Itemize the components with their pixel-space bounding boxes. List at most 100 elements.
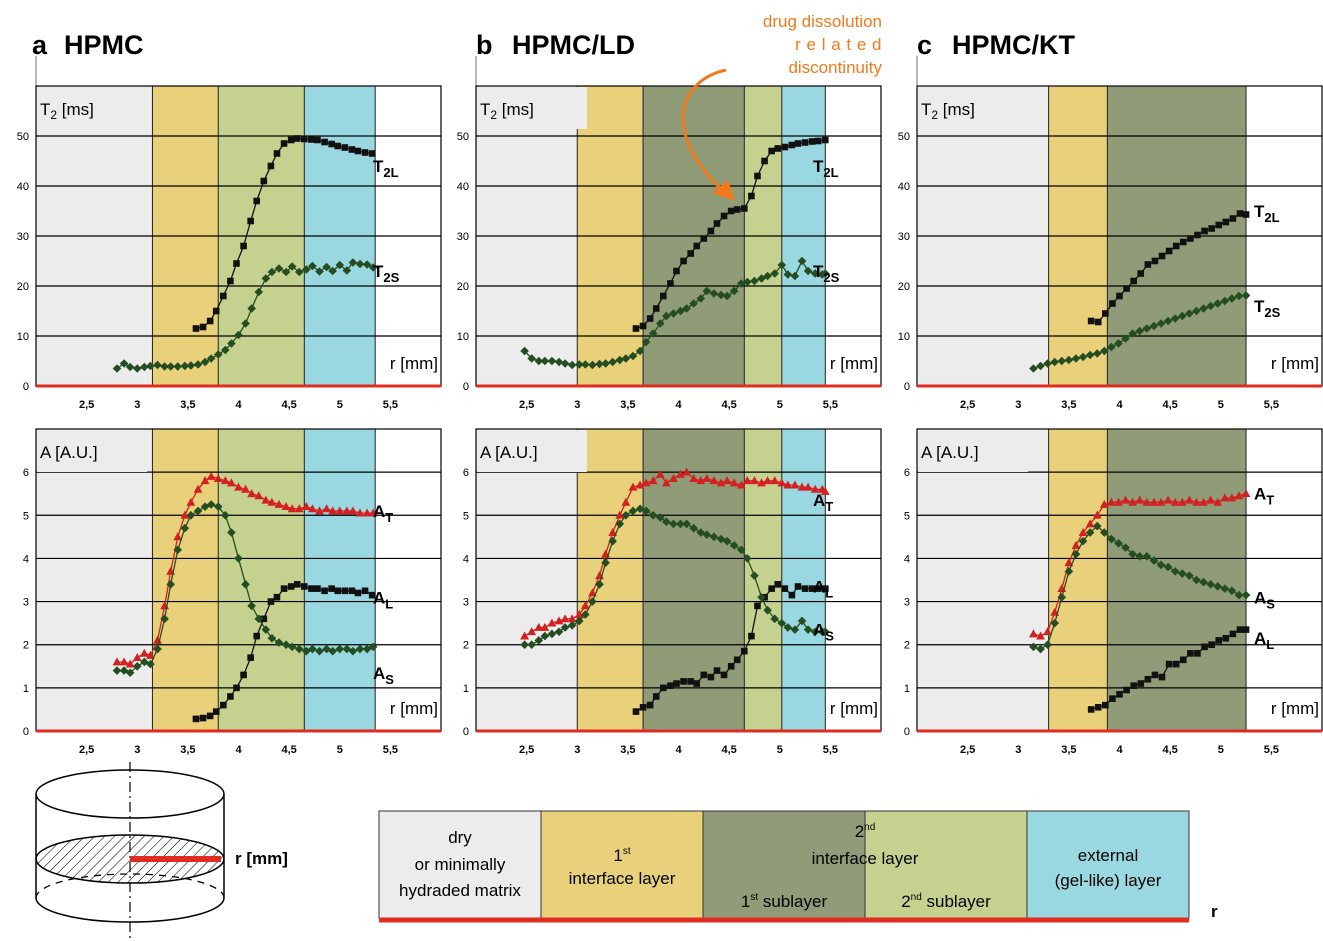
- data-point-T2L: [361, 149, 369, 156]
- data-point-AT: [125, 659, 135, 668]
- data-point-T2L: [287, 136, 295, 144]
- data-point-AS: [254, 614, 264, 624]
- data-point-AT: [348, 506, 358, 515]
- data-point-AT: [206, 471, 216, 480]
- data-point-T2S: [689, 299, 698, 308]
- data-point-AT: [1142, 497, 1152, 506]
- x-axis-label: r [mm]: [390, 354, 438, 373]
- y-tick-label: 6: [904, 467, 910, 479]
- data-point-AS: [757, 592, 766, 602]
- data-point-AT: [200, 476, 210, 485]
- data-point-AS: [1170, 567, 1180, 576]
- data-point-T2L: [788, 141, 796, 149]
- data-point-AT: [1099, 499, 1109, 508]
- data-point-AS: [206, 500, 216, 509]
- data-point-T2S: [628, 351, 638, 361]
- data-point-AL: [240, 671, 247, 679]
- data-point-AS: [287, 642, 297, 652]
- data-point-AT: [1029, 629, 1038, 638]
- data-point-T2S: [743, 277, 752, 287]
- data-point-AS: [608, 536, 617, 546]
- x-tick-label: 5,5: [383, 399, 398, 411]
- ylabel-box: [477, 430, 587, 472]
- panel-title-c: HPMC/KT: [952, 30, 1075, 60]
- data-point-AS: [1092, 521, 1102, 531]
- data-point-AS: [160, 614, 169, 624]
- data-point-AS: [1220, 584, 1230, 593]
- data-point-AS: [763, 605, 772, 615]
- data-point-T2L: [220, 292, 227, 300]
- data-point-AL: [748, 632, 755, 640]
- data-point-T2L: [768, 147, 775, 155]
- data-point-AT: [661, 478, 671, 487]
- data-point-T2L: [1116, 292, 1123, 300]
- data-point-AL: [1242, 626, 1250, 633]
- data-point-T2L: [321, 138, 328, 146]
- data-point-AS: [166, 580, 175, 589]
- data-point-T2S: [302, 265, 311, 274]
- data-point-T2S: [1114, 339, 1123, 348]
- data-point-AT: [702, 474, 712, 483]
- data-point-AS: [125, 668, 135, 678]
- data-point-T2L: [632, 325, 640, 332]
- zone-1: [577, 429, 644, 731]
- data-point-AT: [803, 482, 813, 491]
- data-point-T2S: [1227, 294, 1237, 303]
- data-point-T2L: [687, 250, 694, 257]
- data-point-AL: [220, 701, 227, 709]
- data-point-T2S: [160, 362, 169, 371]
- data-point-AS: [655, 513, 665, 522]
- data-point-AL: [1151, 671, 1159, 679]
- data-point-T2L: [713, 220, 721, 227]
- data-point-T2S: [241, 319, 250, 328]
- data-point-AS: [261, 625, 271, 634]
- data-point-T2L: [801, 139, 809, 146]
- x-tick-label: 5: [337, 744, 343, 756]
- data-point-AL: [1208, 641, 1215, 649]
- cylinder-r-label: r [mm]: [235, 849, 288, 868]
- data-point-T2S: [1206, 301, 1215, 311]
- data-point-AS: [315, 646, 324, 656]
- data-point-T2S: [662, 311, 671, 321]
- data-point-T2S: [777, 260, 787, 270]
- data-point-T2S: [355, 259, 365, 269]
- data-point-T2S: [200, 357, 210, 367]
- data-point-AL: [368, 591, 376, 599]
- data-point-AL: [814, 585, 822, 592]
- data-point-T2S: [716, 290, 726, 300]
- data-point-AL: [788, 591, 796, 599]
- data-point-AT: [119, 657, 129, 666]
- zone-0: [917, 429, 1049, 731]
- data-point-AT: [729, 478, 739, 487]
- data-point-AS: [1135, 551, 1145, 561]
- data-point-AS: [1071, 549, 1081, 559]
- legend-second-interface: interface layer: [812, 849, 919, 868]
- data-point-AL: [1187, 650, 1194, 657]
- data-point-AS: [342, 644, 352, 654]
- data-point-AT: [1064, 558, 1074, 567]
- data-point-AS: [322, 644, 331, 654]
- x-tick-label: 3: [134, 744, 140, 756]
- data-point-AL: [741, 647, 748, 655]
- data-point-AS: [1234, 590, 1244, 600]
- x-tick-label: 3: [1015, 744, 1021, 756]
- x-tick-label: 4,5: [1162, 744, 1177, 756]
- data-point-T2S: [1241, 291, 1251, 300]
- data-point-AS: [186, 510, 196, 520]
- x-tick-label: 2,5: [960, 744, 975, 756]
- data-point-AL: [334, 587, 342, 595]
- data-point-T2S: [682, 304, 691, 313]
- ylabel-box: [37, 87, 147, 129]
- data-point-T2S: [322, 262, 331, 272]
- y-tick-label: 0: [904, 381, 910, 393]
- x-tick-label: 4: [1116, 399, 1123, 411]
- data-point-T2L: [301, 135, 308, 143]
- data-point-T2L: [667, 280, 674, 287]
- data-point-AS: [267, 633, 277, 643]
- x-tick-label: 4: [1116, 744, 1123, 756]
- data-point-AT: [180, 510, 190, 519]
- y-tick-label: 30: [17, 231, 29, 243]
- discontinuity-annotation: drug dissolution r e l a t e d discontin…: [681, 12, 882, 201]
- data-point-AT: [722, 476, 732, 485]
